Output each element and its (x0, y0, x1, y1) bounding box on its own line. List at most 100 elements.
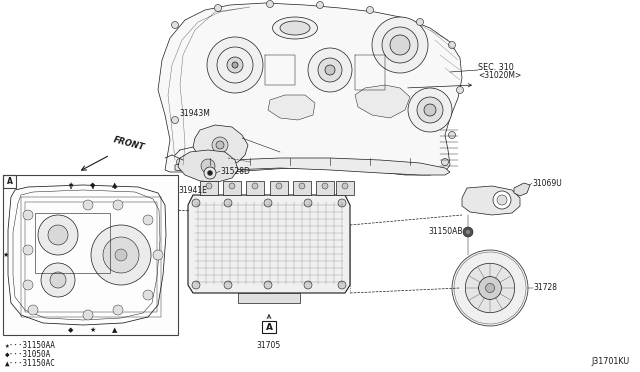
Text: <31020M>: <31020M> (478, 71, 521, 80)
Text: J31701KU: J31701KU (592, 357, 630, 366)
Circle shape (382, 27, 418, 63)
Circle shape (417, 97, 443, 123)
Text: ◆: ◆ (90, 182, 96, 188)
Text: 31941E: 31941E (179, 186, 207, 195)
Circle shape (276, 183, 282, 189)
Circle shape (217, 47, 253, 83)
Circle shape (338, 199, 346, 207)
Circle shape (224, 281, 232, 289)
Circle shape (325, 65, 335, 75)
Circle shape (212, 137, 228, 153)
Bar (262, 321, 276, 333)
Bar (316, 181, 334, 195)
Circle shape (342, 183, 348, 189)
Circle shape (192, 199, 200, 207)
Text: ◆···31050A: ◆···31050A (5, 350, 51, 359)
Polygon shape (355, 85, 410, 118)
Circle shape (113, 305, 123, 315)
Circle shape (449, 42, 456, 48)
Circle shape (252, 183, 258, 189)
Circle shape (23, 280, 33, 290)
Text: ▲···31150AC: ▲···31150AC (5, 359, 56, 368)
Text: ★: ★ (3, 252, 9, 258)
Bar (200, 181, 218, 195)
Circle shape (456, 87, 463, 93)
Polygon shape (193, 125, 248, 165)
Text: ★: ★ (90, 327, 96, 333)
Circle shape (266, 0, 273, 7)
Circle shape (172, 22, 179, 29)
Circle shape (465, 230, 470, 234)
Text: 31528D: 31528D (220, 167, 250, 176)
Circle shape (390, 35, 410, 55)
Polygon shape (188, 195, 350, 293)
Circle shape (216, 141, 224, 149)
Bar (293, 181, 311, 195)
Circle shape (153, 250, 163, 260)
Circle shape (318, 58, 342, 82)
Circle shape (23, 210, 33, 220)
Text: ▲: ▲ (112, 327, 118, 333)
Polygon shape (462, 186, 520, 215)
Circle shape (493, 191, 511, 209)
Bar (336, 181, 354, 195)
Circle shape (143, 215, 153, 225)
Circle shape (417, 19, 424, 26)
Circle shape (41, 263, 75, 297)
Circle shape (463, 227, 473, 237)
Circle shape (299, 183, 305, 189)
Circle shape (50, 272, 66, 288)
Circle shape (83, 310, 93, 320)
Text: 31705: 31705 (257, 341, 281, 350)
Bar (35, 213, 110, 273)
Circle shape (338, 281, 346, 289)
Circle shape (192, 281, 200, 289)
Bar (223, 181, 241, 195)
Circle shape (264, 281, 272, 289)
Circle shape (115, 249, 127, 261)
Text: SEC. 310: SEC. 310 (478, 64, 514, 73)
Text: ◆: ◆ (68, 327, 74, 333)
Circle shape (264, 199, 272, 207)
Circle shape (442, 158, 449, 166)
Circle shape (177, 158, 184, 166)
Polygon shape (268, 95, 315, 120)
Circle shape (408, 88, 452, 132)
Circle shape (465, 263, 515, 313)
Circle shape (206, 183, 212, 189)
Circle shape (372, 17, 428, 73)
Text: 31150AB: 31150AB (429, 228, 463, 237)
Circle shape (204, 167, 216, 179)
Text: A: A (6, 177, 12, 186)
Polygon shape (175, 158, 450, 175)
Text: ▲: ▲ (112, 182, 118, 188)
Circle shape (308, 48, 352, 92)
Polygon shape (514, 183, 530, 196)
Circle shape (172, 116, 179, 124)
Circle shape (143, 290, 153, 300)
Text: A: A (266, 323, 273, 331)
Text: FRONT: FRONT (112, 135, 145, 152)
Circle shape (452, 250, 528, 326)
Bar (246, 181, 264, 195)
Circle shape (113, 200, 123, 210)
Bar (25, 202, 157, 312)
Circle shape (486, 283, 495, 292)
Bar (3, 175, 178, 335)
Circle shape (23, 245, 33, 255)
Circle shape (91, 225, 151, 285)
Text: 31728: 31728 (533, 283, 557, 292)
Circle shape (479, 277, 501, 299)
Text: 31069U: 31069U (532, 179, 562, 187)
Circle shape (424, 104, 436, 116)
Circle shape (304, 281, 312, 289)
Circle shape (497, 195, 507, 205)
Polygon shape (158, 3, 462, 175)
Circle shape (103, 237, 139, 273)
Circle shape (28, 305, 38, 315)
Circle shape (304, 199, 312, 207)
Circle shape (207, 37, 263, 93)
Text: 31943M: 31943M (180, 109, 211, 118)
Circle shape (224, 199, 232, 207)
Ellipse shape (280, 21, 310, 35)
